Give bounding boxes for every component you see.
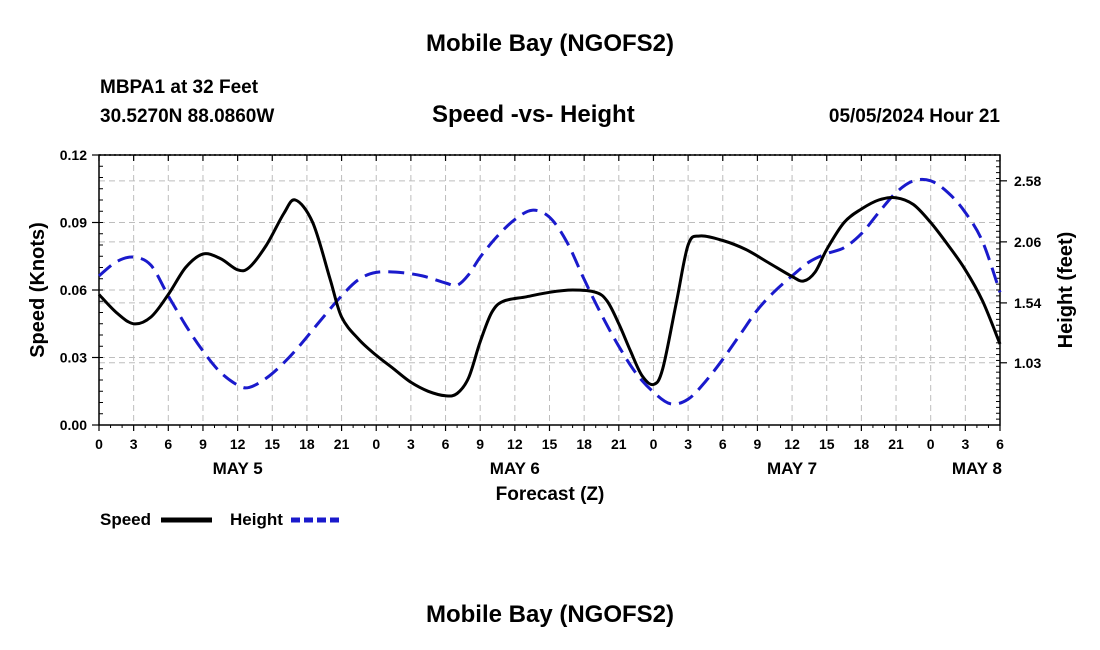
x-tick-label: 18: [854, 436, 870, 452]
x-tick-label: 0: [95, 436, 103, 452]
x-tick-label: 18: [299, 436, 315, 452]
x-tick-label: 0: [650, 436, 658, 452]
date-labels: MAY 5 MAY 6 MAY 7 MAY 8: [213, 459, 1002, 478]
x-tick-label: 15: [542, 436, 558, 452]
x-tick-label: 6: [442, 436, 450, 452]
x-tick-label: 9: [754, 436, 762, 452]
legend-speed-label: Speed: [100, 510, 151, 529]
y-right-tick-label: 2.06: [1014, 234, 1041, 250]
date-label: MAY 7: [767, 459, 817, 478]
left-axis-labels: 0.00 0.03 0.06 0.09 0.12: [60, 147, 87, 433]
y-left-tick-label: 0.00: [60, 417, 87, 433]
y-right-tick-label: 2.58: [1014, 173, 1041, 189]
x-tick-label: 0: [927, 436, 935, 452]
x-tick-label: 21: [611, 436, 627, 452]
x-tick-label: 15: [819, 436, 835, 452]
x-tick-label: 21: [334, 436, 350, 452]
page-title: Mobile Bay (NGOFS2): [425, 30, 675, 57]
axis-ticks: [92, 154, 1007, 431]
date-label: MAY 5: [213, 459, 263, 478]
y-left-tick-label: 0.03: [60, 350, 87, 366]
series-line-height: [98, 177, 1002, 406]
x-tick-label: 6: [996, 436, 1004, 452]
x-tick-label: 9: [199, 436, 207, 452]
x-tick-label: 6: [719, 436, 727, 452]
x-tick-label: 18: [576, 436, 592, 452]
x-tick-label: 12: [507, 436, 523, 452]
x-tick-label: 3: [407, 436, 415, 452]
x-tick-label: 3: [684, 436, 692, 452]
y-left-tick-label: 0.09: [60, 215, 87, 231]
right-axis-labels: 1.03 1.54 2.06 2.58: [1014, 173, 1041, 371]
y-axis-right-title: Height (feet): [1055, 232, 1077, 349]
y-axis-left-title: Speed (Knots): [27, 222, 49, 358]
y-left-tick-label: 0.06: [60, 282, 87, 298]
x-tick-label: 9: [476, 436, 484, 452]
x-tick-label: 12: [784, 436, 800, 452]
station-name: MBPA1 at 32 Feet: [100, 77, 259, 98]
x-tick-label: 21: [888, 436, 904, 452]
series-lines: [97, 177, 1002, 406]
x-tick-label: 0: [372, 436, 380, 452]
x-tick-label: 12: [230, 436, 246, 452]
x-tick-labels: 0 3 6 9 12 15 18 21 0 3 6 9 12 15 18 21 0 3 6 9 12 15 18 21 0 3 6: [95, 436, 1004, 452]
x-tick-label: 15: [264, 436, 280, 452]
footer-title: Mobile Bay (NGOFS2): [425, 601, 675, 628]
x-tick-label: 6: [164, 436, 172, 452]
y-right-tick-label: 1.54: [1014, 295, 1041, 311]
y-left-tick-label: 0.12: [60, 147, 87, 163]
legend-height-label: Height: [230, 510, 283, 529]
date-label: MAY 8: [952, 459, 1002, 478]
series-line-speed: [97, 195, 1002, 398]
station-coordinates: 30.5270N 88.0860W: [100, 106, 275, 127]
y-right-tick-label: 1.03: [1014, 355, 1041, 371]
x-tick-label: 3: [130, 436, 138, 452]
forecast-datetime: 05/05/2024 Hour 21: [828, 106, 1000, 127]
chart-title: Speed -vs- Height: [432, 101, 635, 128]
x-tick-label: 3: [961, 436, 969, 452]
date-label: MAY 6: [490, 459, 540, 478]
x-axis-title: Forecast (Z): [496, 484, 605, 505]
